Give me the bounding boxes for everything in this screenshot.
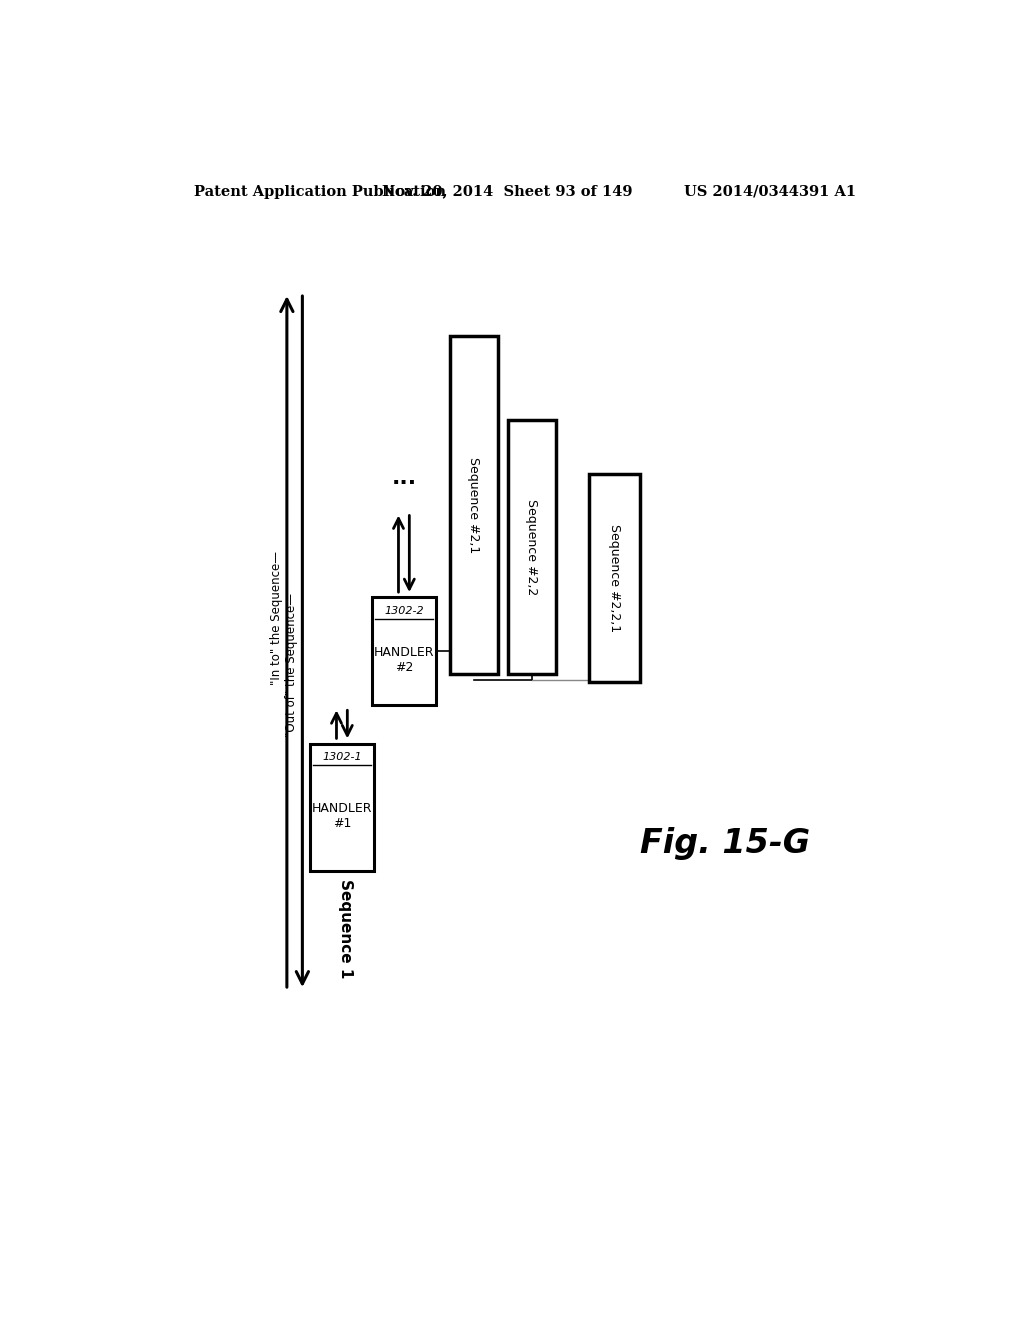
Text: Fig. 15-G: Fig. 15-G bbox=[640, 828, 810, 861]
Text: Sequence 1: Sequence 1 bbox=[338, 879, 353, 978]
Text: Patent Application Publication: Patent Application Publication bbox=[194, 185, 445, 198]
Text: HANDLER
#1: HANDLER #1 bbox=[311, 803, 372, 830]
Text: Sequence #2,2: Sequence #2,2 bbox=[525, 499, 539, 595]
Text: Nov. 20, 2014  Sheet 93 of 149: Nov. 20, 2014 Sheet 93 of 149 bbox=[383, 185, 633, 198]
Text: "Out of" the Sequence—: "Out of" the Sequence— bbox=[285, 593, 298, 737]
Bar bbox=[310, 743, 374, 871]
Bar bbox=[508, 420, 556, 675]
Text: Sequence #2,1: Sequence #2,1 bbox=[467, 457, 480, 553]
Text: US 2014/0344391 A1: US 2014/0344391 A1 bbox=[684, 185, 856, 198]
Text: Sequence #2,2,1: Sequence #2,2,1 bbox=[608, 524, 621, 632]
Bar bbox=[372, 598, 435, 705]
Text: ...: ... bbox=[391, 469, 417, 488]
Bar bbox=[450, 335, 498, 675]
Text: HANDLER
#2: HANDLER #2 bbox=[374, 647, 434, 675]
Text: 1302-1: 1302-1 bbox=[323, 752, 361, 763]
Text: "In to" the Sequence—: "In to" the Sequence— bbox=[269, 552, 283, 685]
Bar bbox=[589, 474, 640, 682]
Text: 1302-2: 1302-2 bbox=[384, 606, 424, 616]
